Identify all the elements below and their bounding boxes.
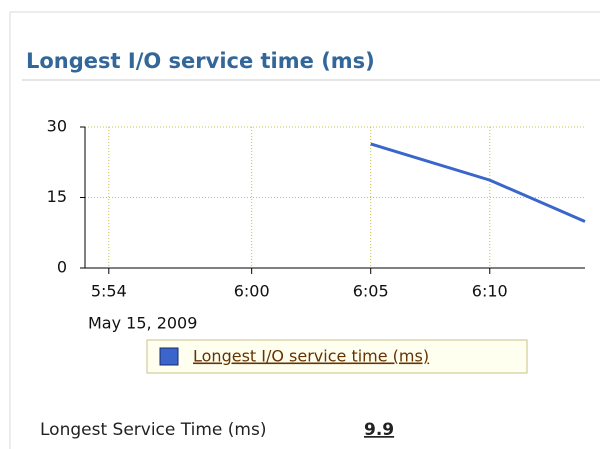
- panel-title: Longest I/O service time (ms): [26, 49, 375, 73]
- x-tick-label: 6:05: [353, 282, 389, 301]
- chart: 0 15 30 5:54 6:00 6:05 6:10 May 15, 2009: [47, 117, 586, 333]
- y-tick-label: 0: [57, 258, 67, 277]
- legend: [146, 339, 528, 374]
- metric-label: Longest Service Time (ms): [40, 420, 266, 440]
- legend-swatch: [159, 347, 179, 366]
- x-sublabel: May 15, 2009: [88, 314, 197, 333]
- y-tick-label: 15: [47, 187, 67, 206]
- x-tick-label: 5:54: [91, 282, 127, 301]
- x-tick-label: 6:00: [234, 282, 270, 301]
- x-tick-label: 6:10: [472, 282, 508, 301]
- series-line: [370, 142, 586, 223]
- metric-value[interactable]: 9.9: [364, 420, 394, 440]
- y-tick-label: 30: [47, 117, 67, 136]
- legend-label[interactable]: Longest I/O service time (ms): [193, 347, 429, 366]
